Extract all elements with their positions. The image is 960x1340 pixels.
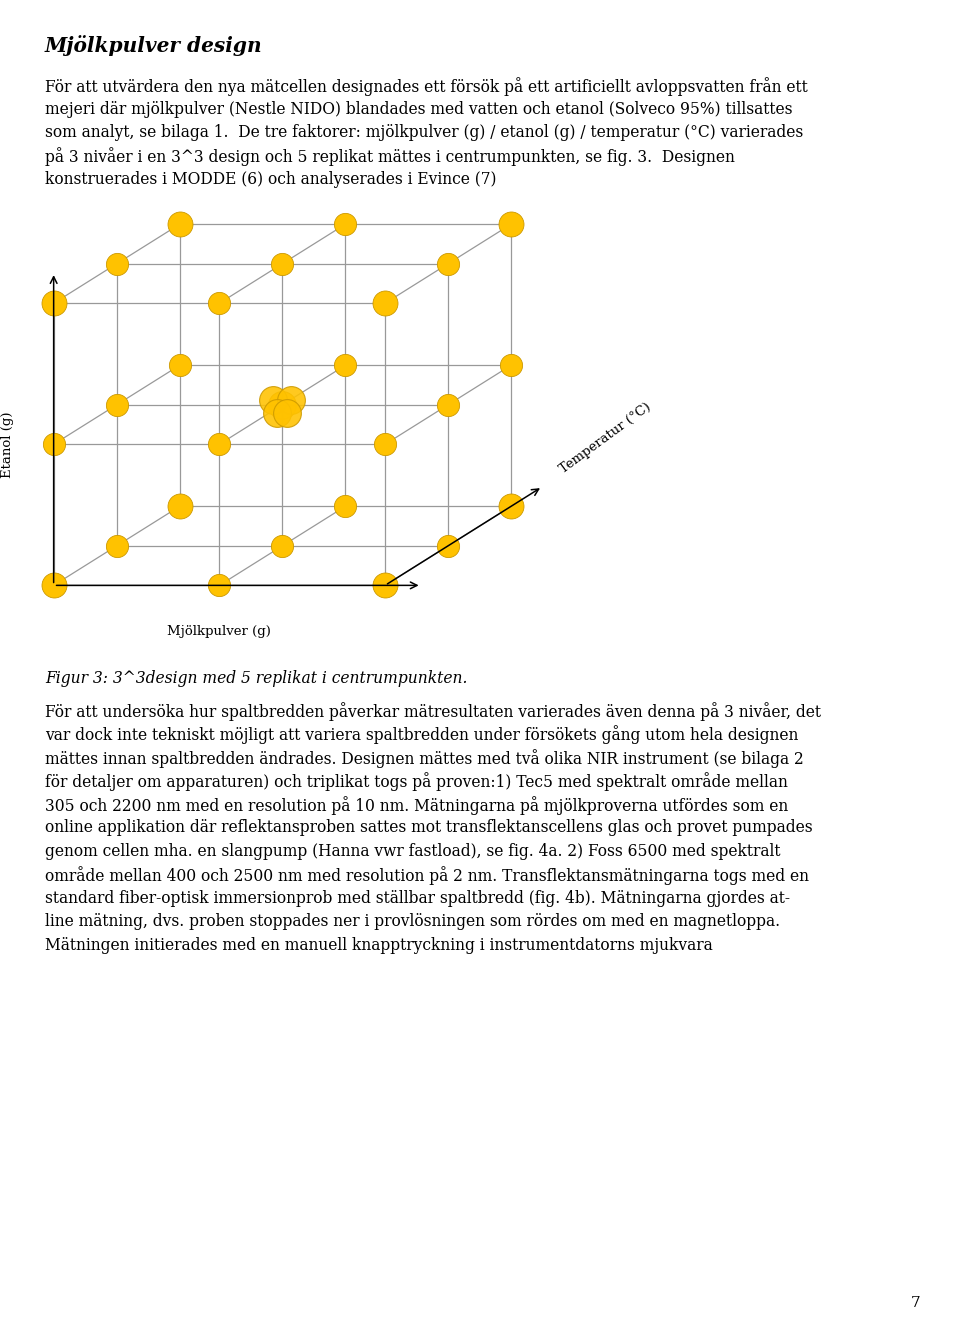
- Text: Mjölkpulver design: Mjölkpulver design: [45, 35, 263, 56]
- Text: standard fiber-optisk immersionprob med ställbar spaltbredd (fig. 4b). Mätningar: standard fiber-optisk immersionprob med …: [45, 890, 790, 907]
- Text: Temperatur (°C): Temperatur (°C): [557, 399, 653, 476]
- Text: på 3 nivåer i en 3^3 design och 5 replikat mättes i centrumpunkten, se fig. 3.  : på 3 nivåer i en 3^3 design och 5 replik…: [45, 147, 734, 166]
- Text: För att utvärdera den nya mätcellen designades ett försök på ett artificiellt av: För att utvärdera den nya mätcellen desi…: [45, 76, 807, 96]
- Text: område mellan 400 och 2500 nm med resolution på 2 nm. Transflektansmätningarna t: område mellan 400 och 2500 nm med resolu…: [45, 867, 809, 886]
- Text: för detaljer om apparaturen) och triplikat togs på proven:1) Tec5 med spektralt : för detaljer om apparaturen) och triplik…: [45, 772, 788, 792]
- Text: Figur 3: 3^3design med 5 replikat i centrumpunkten.: Figur 3: 3^3design med 5 replikat i cent…: [45, 670, 468, 687]
- Text: För att undersöka hur spaltbredden påverkar mätresultaten varierades även denna : För att undersöka hur spaltbredden påver…: [45, 702, 821, 721]
- Text: 305 och 2200 nm med en resolution på 10 nm. Mätningarna på mjölkproverna utförde: 305 och 2200 nm med en resolution på 10 …: [45, 796, 788, 815]
- Text: line mätning, dvs. proben stoppades ner i provlösningen som rördes om med en mag: line mätning, dvs. proben stoppades ner …: [45, 914, 780, 930]
- Text: var dock inte tekniskt möjligt att variera spaltbredden under försökets gång uto: var dock inte tekniskt möjligt att varie…: [45, 725, 799, 745]
- Text: 7: 7: [910, 1296, 920, 1311]
- Text: Mätningen initierades med en manuell knapptryckning i instrumentdatorns mjukvara: Mätningen initierades med en manuell kna…: [45, 937, 712, 954]
- Text: online applikation där reflektansproben sattes mot transflektanscellens glas och: online applikation där reflektansproben …: [45, 820, 812, 836]
- Text: konstruerades i MODDE (6) och analyserades i Evince (7): konstruerades i MODDE (6) och analyserad…: [45, 172, 496, 188]
- Text: Etanol (g): Etanol (g): [1, 411, 13, 477]
- Text: genom cellen mha. en slangpump (Hanna vwr fastload), se fig. 4a. 2) Foss 6500 me: genom cellen mha. en slangpump (Hanna vw…: [45, 843, 780, 860]
- Text: som analyt, se bilaga 1.  De tre faktorer: mjölkpulver (g) / etanol (g) / temper: som analyt, se bilaga 1. De tre faktorer…: [45, 125, 804, 141]
- Text: Mjölkpulver (g): Mjölkpulver (g): [167, 624, 272, 638]
- Text: mejeri där mjölkpulver (Nestle NIDO) blandades med vatten och etanol (Solveco 95: mejeri där mjölkpulver (Nestle NIDO) bla…: [45, 100, 793, 118]
- Text: mättes innan spaltbredden ändrades. Designen mättes med två olika NIR instrument: mättes innan spaltbredden ändrades. Desi…: [45, 749, 804, 768]
